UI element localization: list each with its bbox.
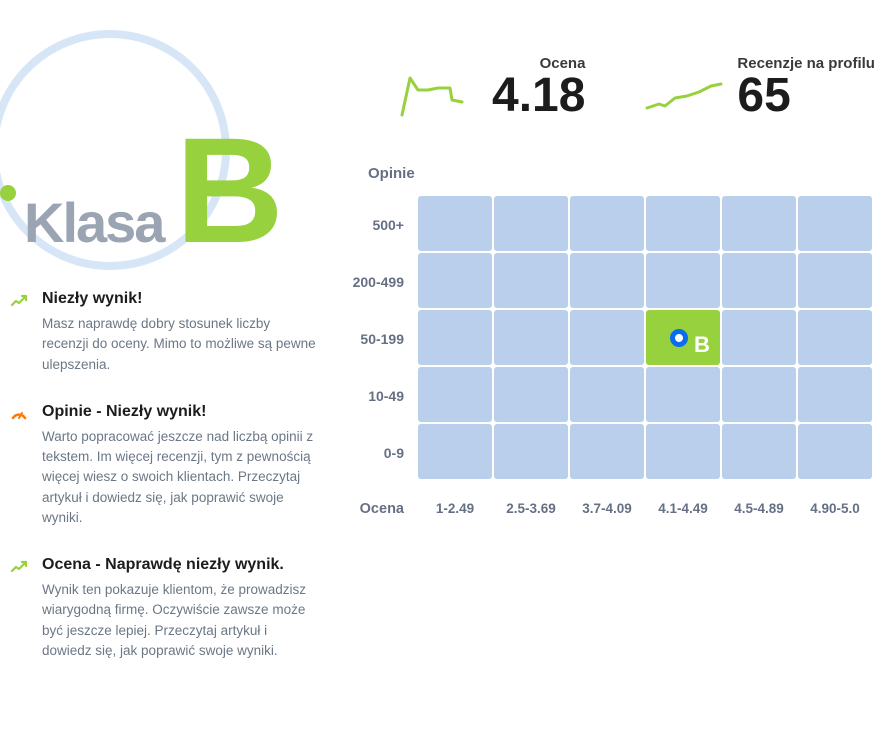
heatmap-cell: [798, 253, 872, 308]
heatmap-row: [418, 367, 872, 422]
heatmap-cell: [798, 310, 872, 365]
heatmap-marker-icon: [670, 329, 688, 347]
heatmap-cell: [722, 424, 796, 479]
heatmap-cell: [798, 196, 872, 251]
insight-title: Opinie - Niezły wynik!: [42, 403, 320, 421]
heatmap-cell: [798, 424, 872, 479]
class-grade: B: [175, 130, 277, 250]
heatmap-x-labels: 1-2.492.5-3.693.7-4.094.1-4.494.5-4.894.…: [418, 501, 872, 517]
stat-reviews: Recenzje na profilu 65: [645, 55, 875, 120]
insight-item: Ocena - Naprawdę niezły wynik. Wynik ten…: [10, 556, 320, 661]
heatmap-y-labels: 500+200-49950-19910-490-9: [333, 196, 418, 481]
heatmap-x-label: 2.5-3.69: [494, 501, 568, 517]
heatmap-row: [418, 196, 872, 251]
heatmap-cell: [646, 424, 720, 479]
insight-desc: Masz naprawdę dobry stosunek liczby rece…: [42, 314, 320, 375]
insight-title: Niezły wynik!: [42, 290, 320, 308]
class-dot-icon: [0, 185, 16, 201]
heatmap-cell: [646, 196, 720, 251]
heatmap-x-label: 4.90-5.0: [798, 501, 872, 517]
heatmap-cell: [722, 367, 796, 422]
heatmap-x-label: 4.5-4.89: [722, 501, 796, 517]
heatmap-cell: [722, 310, 796, 365]
sparkline-reviews-icon: [645, 70, 723, 120]
heatmap-row: [418, 424, 872, 479]
insight-item: Opinie - Niezły wynik! Warto popracować …: [10, 403, 320, 528]
insights-list: Niezły wynik! Masz naprawdę dobry stosun…: [10, 290, 320, 689]
heatmap-cell: [646, 253, 720, 308]
heatmap-y-title: Opinie: [368, 165, 893, 182]
insight-item: Niezły wynik! Masz naprawdę dobry stosun…: [10, 290, 320, 375]
heatmap-grid: B: [418, 196, 872, 481]
heatmap-cell-active: B: [646, 310, 720, 365]
class-label: Klasa: [24, 190, 163, 255]
heatmap-y-label: 0-9: [333, 424, 418, 481]
heatmap-cell: [494, 310, 568, 365]
heatmap-cell: [570, 424, 644, 479]
insight-title: Ocena - Naprawdę niezły wynik.: [42, 556, 320, 574]
heatmap-cell: [418, 310, 492, 365]
heatmap-cell: [494, 253, 568, 308]
stat-reviews-value: 65: [737, 72, 875, 120]
heatmap: Opinie 500+200-49950-19910-490-9 B Ocena…: [333, 165, 893, 517]
heatmap-cell: [570, 196, 644, 251]
trend-up-icon: [10, 292, 28, 310]
heatmap-y-label: 10-49: [333, 367, 418, 424]
heatmap-cell: [722, 196, 796, 251]
heatmap-cell: [646, 367, 720, 422]
heatmap-marker-label: B: [694, 332, 710, 358]
heatmap-x-label: 1-2.49: [418, 501, 492, 517]
heatmap-y-label: 500+: [333, 196, 418, 253]
top-stats: Ocena 4.18 Recenzje na profilu 65: [400, 55, 875, 120]
gauge-icon: [10, 405, 28, 423]
heatmap-cell: [494, 196, 568, 251]
trend-up-icon: [10, 558, 28, 576]
class-badge: Klasa B: [0, 0, 290, 260]
heatmap-cell: [494, 367, 568, 422]
heatmap-x-label: 4.1-4.49: [646, 501, 720, 517]
heatmap-x-title: Ocena: [333, 501, 418, 517]
heatmap-row: B: [418, 310, 872, 365]
heatmap-cell: [418, 196, 492, 251]
heatmap-y-label: 200-499: [333, 253, 418, 310]
stat-rating-value: 4.18: [492, 72, 585, 120]
insight-desc: Warto popracować jeszcze nad liczbą opin…: [42, 427, 320, 528]
insight-desc: Wynik ten pokazuje klientom, że prowadzi…: [42, 580, 320, 661]
heatmap-cell: [570, 310, 644, 365]
heatmap-cell: [418, 367, 492, 422]
heatmap-cell: [570, 367, 644, 422]
heatmap-cell: [798, 367, 872, 422]
heatmap-cell: [570, 253, 644, 308]
heatmap-x-label: 3.7-4.09: [570, 501, 644, 517]
heatmap-cell: [494, 424, 568, 479]
heatmap-cell: [418, 424, 492, 479]
heatmap-row: [418, 253, 872, 308]
heatmap-cell: [418, 253, 492, 308]
heatmap-cell: [722, 253, 796, 308]
stat-rating: Ocena 4.18: [400, 55, 585, 120]
sparkline-rating-icon: [400, 70, 478, 120]
heatmap-y-label: 50-199: [333, 310, 418, 367]
